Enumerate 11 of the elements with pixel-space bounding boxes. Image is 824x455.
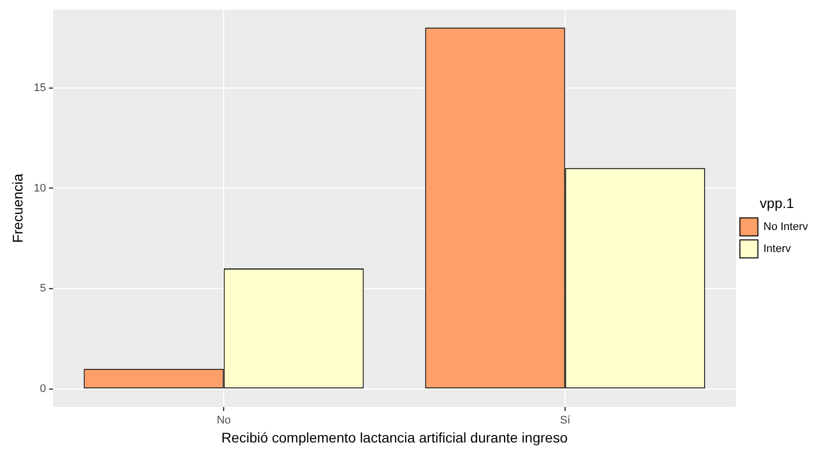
legend-label: Interv [763,242,792,255]
y-tick-label: 5 [40,282,46,295]
x-tick-label: No [216,414,231,427]
y-axis-title: Frecuencia [9,173,26,243]
y-tick-label: 15 [34,82,46,94]
x-tick-label: Sí [560,414,572,427]
y-tick-label: 0 [40,382,46,395]
x-axis-title: Recibió complemento lactancia artificial durante ingreso [221,429,568,446]
legend-title: vpp.1 [760,194,794,211]
y-tick-label: 10 [34,182,46,194]
legend-label: No Interv [763,220,808,233]
